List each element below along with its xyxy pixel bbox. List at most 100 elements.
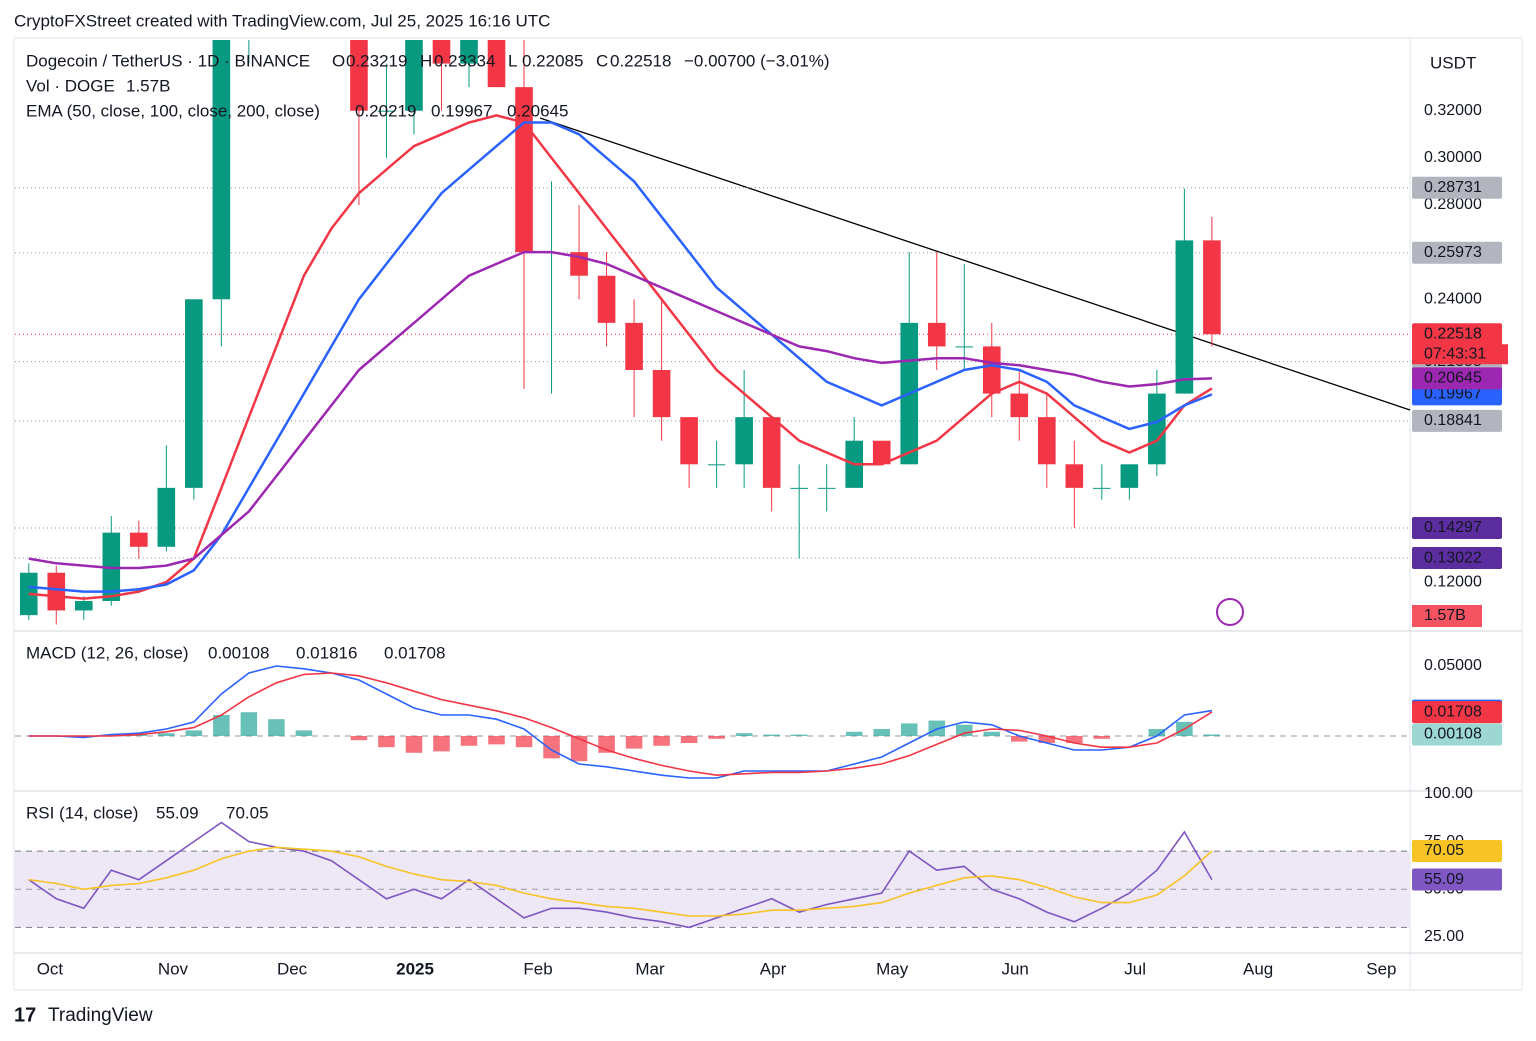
price-badge (1412, 241, 1502, 264)
histogram-bar (845, 731, 863, 736)
histogram-bar (295, 730, 313, 736)
histogram-bar (1148, 728, 1166, 736)
legend-value: 0.01708 (384, 643, 445, 662)
histogram-bar (790, 734, 808, 736)
value-badge-label: 0.00108 (1424, 726, 1482, 743)
value-badge-label: 55.09 (1424, 871, 1464, 888)
y-tick-label: 0.24000 (1424, 291, 1482, 308)
alert-icon[interactable] (1216, 598, 1244, 626)
histogram-bar (1093, 735, 1111, 739)
volume-value: 1.57B (126, 76, 170, 95)
candle-body (212, 40, 231, 300)
ohlc-value: 0.22518 (610, 51, 671, 70)
logo: 17 TradingView (14, 1004, 153, 1026)
candle-body (1120, 464, 1139, 488)
x-tick-label: Nov (158, 959, 189, 978)
histogram-bar (488, 735, 505, 745)
candle-body (130, 532, 148, 547)
candle-body (1175, 240, 1194, 394)
volume-badge (1412, 605, 1482, 627)
price-badge (1412, 176, 1502, 199)
histogram-bar (378, 735, 395, 748)
price-badge-label: 0.18841 (1424, 412, 1482, 429)
y-tick-label: 0.12000 (1424, 573, 1482, 590)
price-badge-label: 0.22518 (1424, 325, 1482, 342)
ohlc-label: H (420, 51, 432, 70)
candle-body (652, 370, 671, 418)
y-tick-label: 0.05000 (1424, 657, 1482, 674)
series-line (28, 121, 1213, 593)
candle-body (1065, 464, 1084, 488)
price-badge-label: 0.20645 (1424, 370, 1482, 387)
value-badge (1412, 868, 1502, 891)
frame (13, 37, 1523, 991)
series-line (28, 821, 1213, 929)
value-badge (1412, 840, 1502, 863)
candle-body (872, 440, 891, 465)
pane-title: Dogecoin / TetherUS · 1D · BINANCE (26, 51, 310, 70)
series-line (28, 672, 1213, 777)
credit: CryptoFXStreet created with TradingView.… (14, 11, 550, 30)
pane-title: RSI (14, close) (26, 803, 138, 822)
candle-body (1038, 417, 1056, 465)
value-badge-label: 0.01708 (1424, 703, 1482, 720)
histogram-bar (956, 724, 973, 736)
y-tick-label: 0.28000 (1424, 196, 1482, 213)
candle-body (735, 417, 753, 465)
candle-body (1010, 393, 1029, 418)
price-badge (1412, 323, 1502, 346)
price-badge (1412, 409, 1502, 432)
histogram-bar (1038, 735, 1056, 743)
pane (15, 665, 1410, 779)
legend-value: 55.09 (156, 803, 199, 822)
histogram-bar (1203, 734, 1221, 736)
logo-mark: 17 (14, 1004, 36, 1026)
histogram-bar (625, 735, 643, 749)
x-tick-label: Oct (37, 959, 64, 978)
histogram-bar (900, 723, 918, 736)
histogram-bar (873, 728, 890, 736)
value-badge (1412, 701, 1502, 724)
trend-line (539, 117, 1411, 411)
price-badge-label: 0.19967 (1424, 386, 1482, 403)
price-badge-label: 0.25973 (1424, 244, 1482, 261)
ohlc-value: 0.23219 (346, 51, 407, 70)
pane (15, 40, 1410, 625)
candle-body (19, 572, 38, 616)
series-line (28, 114, 1213, 600)
histogram-bar (680, 735, 698, 743)
candle-body (1093, 487, 1111, 489)
candle-body (487, 40, 506, 88)
countdown-badge (1412, 344, 1508, 365)
series-line (28, 250, 1212, 570)
histogram-bar (268, 719, 285, 736)
candle-body (762, 417, 781, 488)
legend-value: 0.01816 (296, 643, 357, 662)
x-tick-label: Apr (760, 959, 787, 978)
x-tick-label: May (876, 959, 909, 978)
histogram-bar (1011, 735, 1028, 742)
ohlc-value: 0.22085 (522, 51, 583, 70)
price-badge-label: 0.13022 (1424, 549, 1482, 566)
histogram-bar (653, 735, 670, 746)
candle-body (157, 487, 176, 547)
histogram-bar (515, 735, 533, 748)
value-badge (1412, 723, 1502, 746)
histogram-bar (460, 735, 478, 746)
series-line (28, 846, 1213, 917)
histogram-bar (983, 731, 1001, 736)
x-tick-label: 2025 (396, 959, 434, 978)
candle-body (405, 40, 423, 111)
price-badge (1412, 367, 1502, 390)
histogram-bar (240, 712, 258, 736)
histogram-bar (543, 735, 560, 759)
x-tick-label: Jul (1124, 959, 1146, 978)
footer-brand: TradingView (48, 1005, 153, 1026)
volume-title: Vol · DOGE (26, 76, 115, 95)
candle-body (47, 572, 66, 611)
ema-value: 0.19967 (431, 101, 492, 120)
price-badge-label: 0.14297 (1424, 519, 1482, 536)
x-tick-label: Mar (635, 959, 665, 978)
legend-value: 0.00108 (208, 643, 269, 662)
